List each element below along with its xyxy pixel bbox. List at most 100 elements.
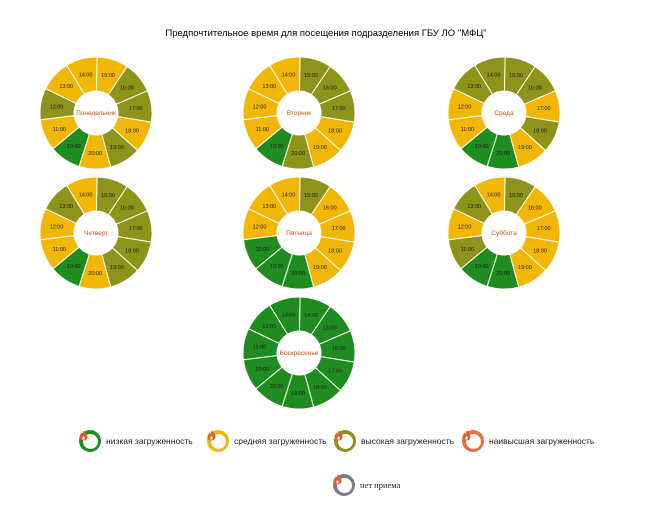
slice-label: 17:00 [328, 368, 342, 374]
slice-label: 17:00 [129, 226, 143, 232]
slice-label: 11:00 [53, 127, 66, 133]
slice-label: 16:00 [332, 346, 346, 352]
legend-item-medium: средняя загруженность [207, 430, 327, 452]
slice-label: 18:00 [328, 248, 342, 254]
slice-label: 16:00 [120, 205, 134, 211]
legend-swatch-icon [207, 430, 229, 452]
slice-label: 20:00 [270, 384, 284, 390]
slice-label: 13:00 [467, 204, 481, 210]
slice-label: 19:00 [518, 145, 532, 151]
donut-5: 12:00 13:00 14:00 15:00 16:00 17:00 18:00 19:00… [242, 176, 356, 290]
slice-label: 16:00 [323, 85, 337, 91]
slice-label: 13:00 [59, 204, 73, 210]
slice-label: 16:00 [120, 85, 134, 91]
legend-label: низкая загруженность [106, 436, 193, 446]
slice-label: 18:00 [313, 385, 327, 391]
slice-label: 10:00 [255, 367, 269, 373]
slice-label: 13:00 [59, 84, 73, 90]
legend-swatch-icon [334, 430, 356, 452]
slice-label: 14:00 [282, 72, 296, 78]
donut-slice [447, 235, 488, 270]
legend-item-high: высокая загруженность [334, 430, 454, 452]
slice-label: 10:00 [270, 144, 284, 150]
slice-label: 19:00 [313, 145, 327, 151]
slice-label: 11:00 [253, 344, 266, 350]
slice-label: 14:00 [487, 192, 501, 198]
slice-label: 15:00 [101, 73, 115, 79]
slice-label: 17:00 [537, 226, 551, 232]
slice-label: 14:00 [487, 72, 501, 78]
slice-label: 10:00 [67, 264, 81, 270]
slice-label: 11:00 [256, 247, 269, 253]
slice-label: 11:00 [461, 127, 474, 133]
slice-label: 11:00 [256, 127, 269, 133]
slice-label: 15:00 [509, 73, 523, 79]
slice-label: 10:00 [475, 144, 489, 150]
slice-label: 15:00 [304, 193, 318, 199]
slice-label: 20:00 [496, 271, 510, 277]
slice-label: 12:00 [253, 224, 267, 230]
donut-6: 12:00 13:00 14:00 15:00 16:00 17:00 18:00 19:00… [447, 176, 561, 290]
slice-label: 13:00 [467, 84, 481, 90]
slice-label: 13:00 [262, 204, 276, 210]
slice-label: 12:00 [253, 104, 267, 110]
donut-3: 12:00 13:00 14:00 15:00 16:00 17:00 18:00 19:00… [447, 56, 561, 170]
slice-label: 11:00 [53, 247, 66, 253]
slice-label: 18:00 [125, 128, 139, 134]
slice-label: 10:00 [475, 264, 489, 270]
slice-label: 14:00 [282, 192, 296, 198]
slice-label: 16:00 [528, 85, 542, 91]
legend-item-highest: наивысшая загруженность [462, 430, 594, 452]
legend-item-low: низкая загруженность [79, 430, 193, 452]
donut-slice [39, 115, 80, 150]
slice-label: 19:00 [291, 391, 305, 397]
slice-label: 12:00 [262, 324, 276, 330]
slice-label: 18:00 [328, 128, 342, 134]
day-label: Пятница [286, 230, 312, 237]
slice-label: 10:00 [67, 144, 81, 150]
legend-label: наивысшая загруженность [489, 436, 595, 446]
day-label: Понедельник [76, 110, 116, 117]
slice-label: 15:00 [323, 325, 337, 331]
slice-label: 12:00 [458, 104, 472, 110]
legend-label: высокая загруженность [361, 436, 455, 446]
slice-label: 12:00 [50, 224, 64, 230]
legend-item-closed: нет приема [333, 474, 400, 496]
day-label: Воскресенье [280, 350, 319, 357]
slice-label: 20:00 [496, 151, 510, 157]
slice-label: 17:00 [332, 226, 346, 232]
donut-slice [447, 115, 488, 150]
day-label: Суббота [491, 229, 517, 237]
slice-label: 16:00 [323, 205, 337, 211]
slice-label: 15:00 [101, 193, 115, 199]
slice-label: 14:00 [79, 72, 93, 78]
donut-1: 12:00 13:00 14:00 15:00 16:00 17:00 18:00 19:00… [39, 56, 153, 170]
slice-label: 17:00 [537, 106, 551, 112]
donut-slice [242, 355, 283, 390]
donut-slice [242, 235, 283, 270]
slice-label: 18:00 [533, 248, 547, 254]
legend-swatch-icon [79, 430, 101, 452]
slice-label: 16:00 [528, 205, 542, 211]
day-label: Среда [494, 110, 514, 117]
legend-swatch-icon [333, 474, 355, 496]
slice-label: 11:00 [461, 247, 474, 253]
donut-7: 11:00 12:00 13:00 14:00 15:00 16:00 17:00 18:00… [242, 296, 356, 410]
day-label: Четверг [84, 230, 108, 237]
slice-label: 19:00 [313, 265, 327, 271]
slice-label: 19:00 [110, 265, 124, 271]
donut-slice [39, 235, 80, 270]
legend-label: нет приема [360, 480, 401, 490]
donut-2: 12:00 13:00 14:00 15:00 16:00 17:00 18:00 19:00… [242, 56, 356, 170]
slice-label: 13:00 [282, 312, 296, 318]
legend-swatch-icon [462, 430, 484, 452]
slice-label: 19:00 [518, 265, 532, 271]
slice-label: 13:00 [262, 84, 276, 90]
slice-label: 15:00 [304, 73, 318, 79]
slice-label: 18:00 [533, 128, 547, 134]
slice-label: 18:00 [125, 248, 139, 254]
slice-label: 20:00 [291, 151, 305, 157]
slice-label: 20:00 [88, 271, 102, 277]
